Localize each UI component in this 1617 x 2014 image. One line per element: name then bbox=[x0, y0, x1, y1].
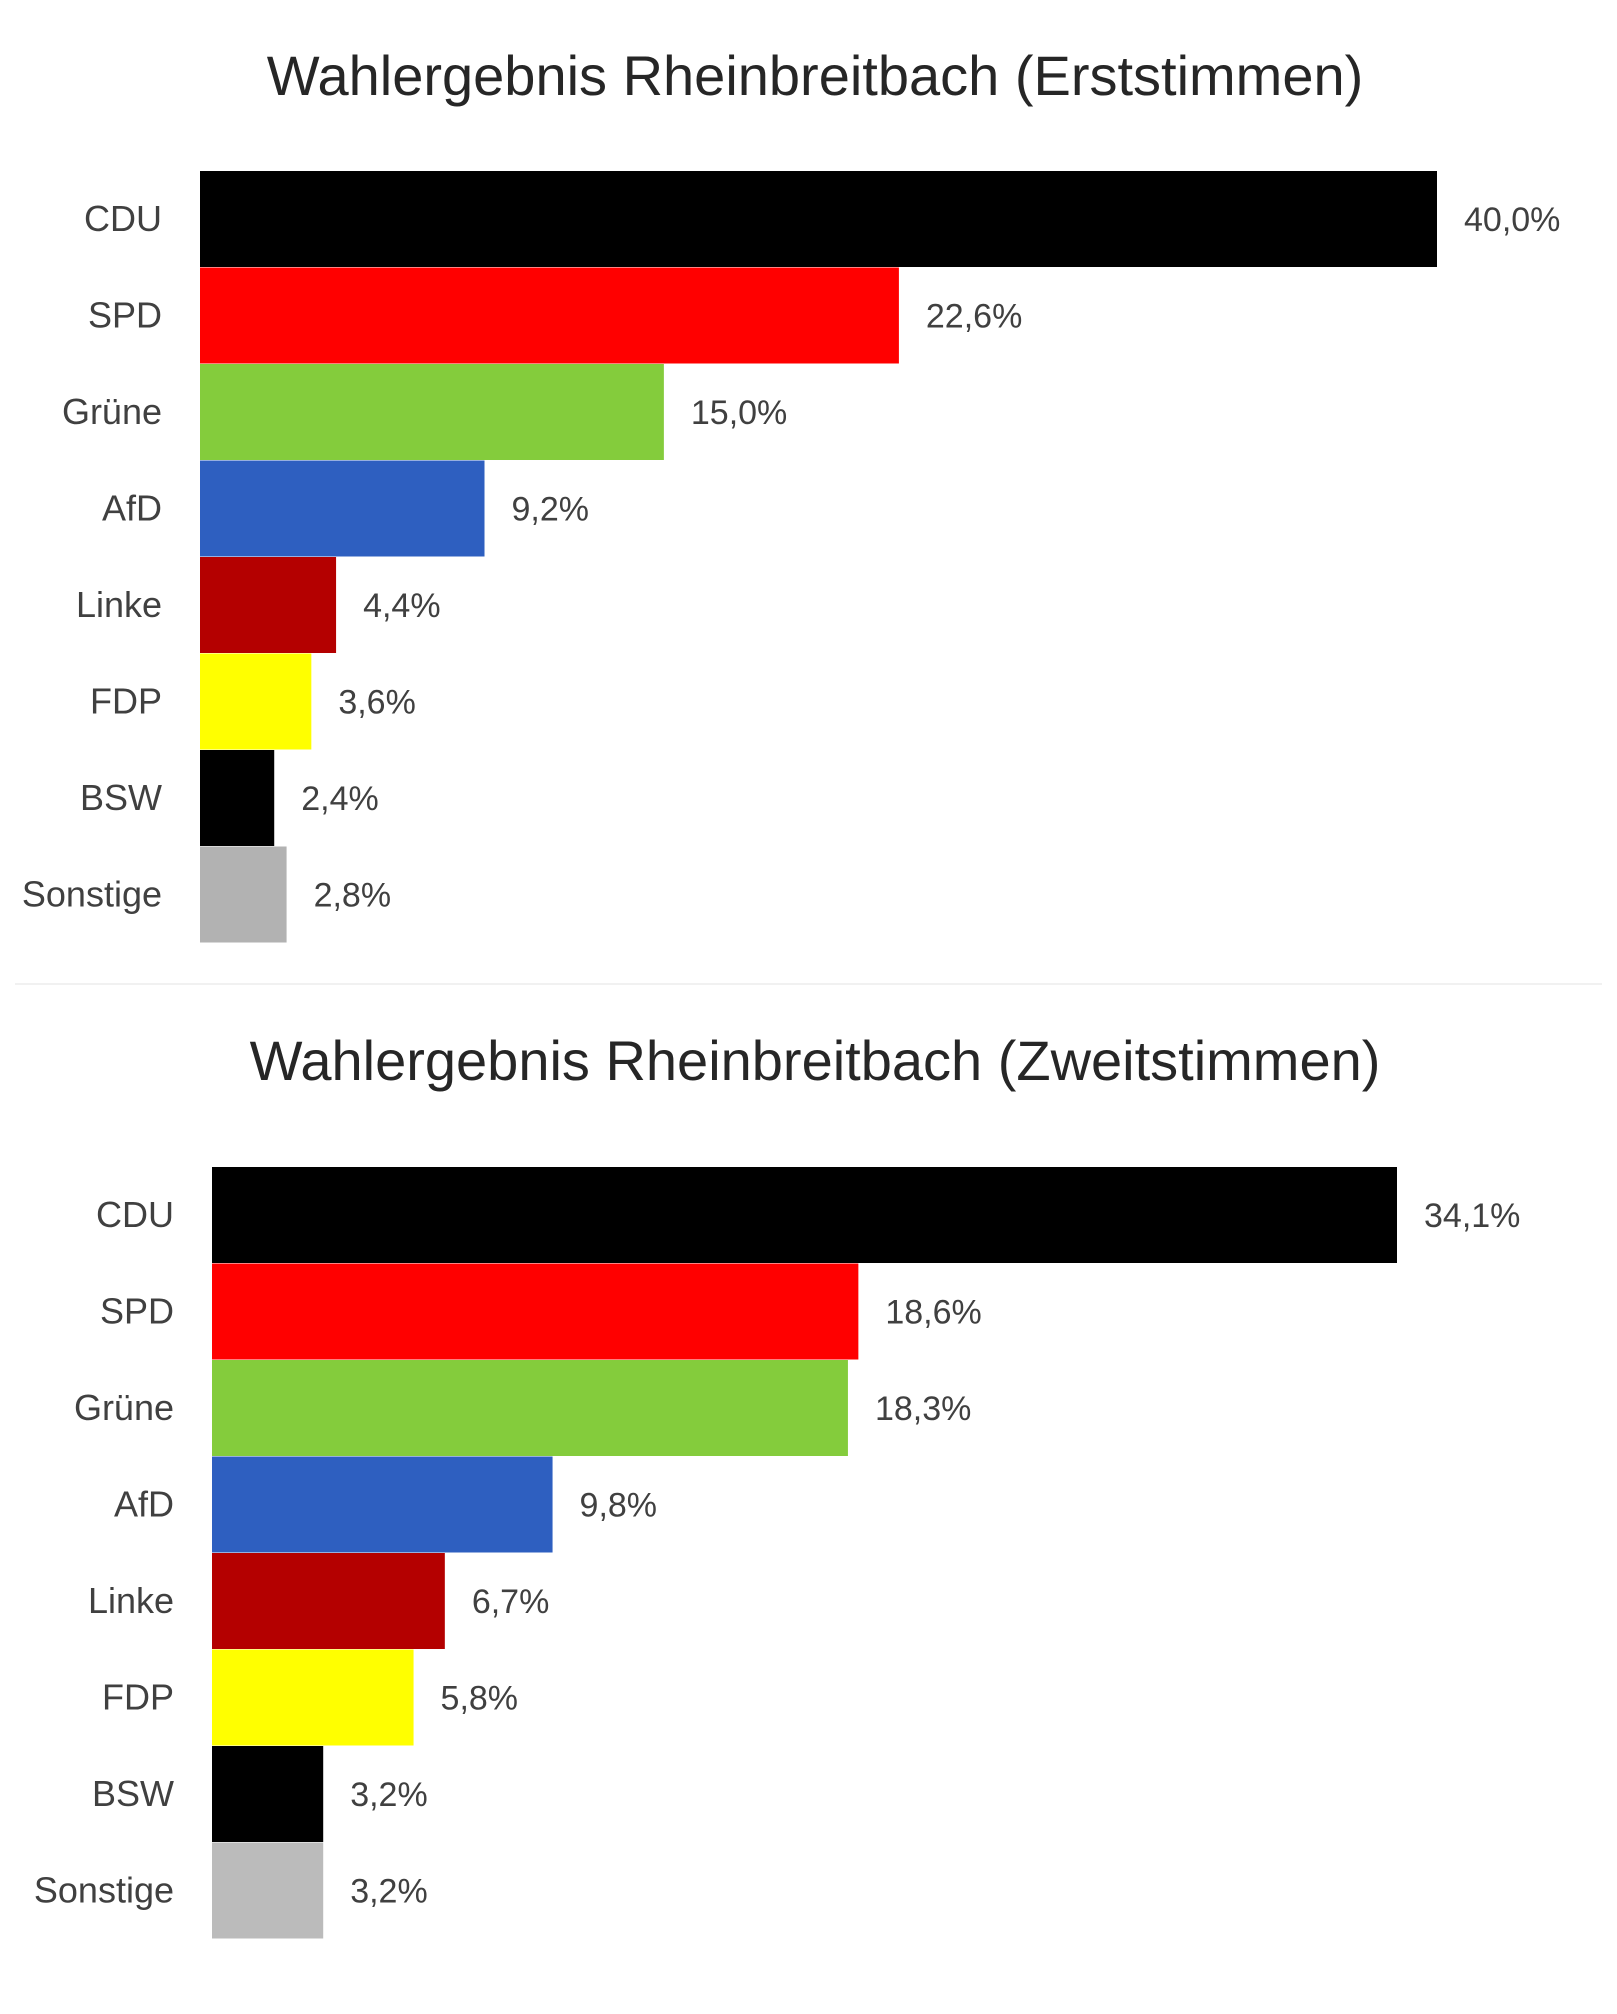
data-label: 2,8% bbox=[314, 877, 392, 915]
category-label: CDU bbox=[96, 1194, 174, 1235]
category-label: AfD bbox=[114, 1484, 174, 1525]
chart-title: Wahlergebnis Rheinbreitbach (Zweitstimme… bbox=[250, 1029, 1381, 1092]
chart-zweitstimmen: Wahlergebnis Rheinbreitbach (Zweitstimme… bbox=[0, 990, 1617, 2009]
chart-erststimmen: Wahlergebnis Rheinbreitbach (Erststimmen… bbox=[0, 0, 1617, 985]
data-label: 3,2% bbox=[350, 1873, 428, 1911]
data-label: 2,4% bbox=[301, 780, 379, 818]
data-label: 9,8% bbox=[580, 1487, 658, 1525]
bar-spd bbox=[200, 267, 899, 364]
data-label: 40,0% bbox=[1464, 201, 1560, 239]
category-label: Sonstige bbox=[22, 874, 162, 915]
data-label: 6,7% bbox=[472, 1583, 550, 1621]
category-label: SPD bbox=[88, 295, 162, 336]
divider bbox=[15, 983, 1602, 985]
category-label: Sonstige bbox=[34, 1870, 174, 1911]
bar-linke bbox=[212, 1553, 445, 1649]
category-label: CDU bbox=[84, 198, 162, 239]
category-label: SPD bbox=[100, 1291, 174, 1332]
category-label: BSW bbox=[80, 777, 162, 818]
data-label: 4,4% bbox=[363, 587, 441, 625]
category-label: Grüne bbox=[74, 1387, 174, 1428]
bar-afd bbox=[212, 1456, 553, 1553]
data-label: 15,0% bbox=[691, 394, 787, 432]
category-label: FDP bbox=[90, 681, 162, 722]
category-label: FDP bbox=[102, 1677, 174, 1718]
category-label: BSW bbox=[92, 1773, 174, 1814]
data-label: 34,1% bbox=[1424, 1197, 1520, 1235]
bar-linke bbox=[200, 557, 337, 653]
bar-bsw bbox=[212, 1746, 324, 1842]
data-label: 9,2% bbox=[512, 491, 590, 529]
chart-title: Wahlergebnis Rheinbreitbach (Erststimmen… bbox=[267, 44, 1364, 107]
category-label: Linke bbox=[76, 584, 162, 625]
data-label: 18,6% bbox=[885, 1294, 981, 1332]
bar-afd bbox=[200, 460, 485, 557]
bar-fdp bbox=[212, 1649, 414, 1746]
bar-sonstige bbox=[200, 846, 287, 943]
bar-chart-erststimmen: Wahlergebnis Rheinbreitbach (Erststimmen… bbox=[22, 44, 1560, 943]
bar-cdu bbox=[212, 1167, 1397, 1263]
bar-gr-ne bbox=[212, 1360, 848, 1456]
data-label: 22,6% bbox=[926, 298, 1022, 336]
category-label: Linke bbox=[88, 1580, 174, 1621]
bar-bsw bbox=[200, 750, 275, 846]
data-label: 3,6% bbox=[338, 684, 416, 722]
bar-chart-zweitstimmen: Wahlergebnis Rheinbreitbach (Zweitstimme… bbox=[34, 1029, 1520, 1939]
category-label: Grüne bbox=[62, 391, 162, 432]
category-label: AfD bbox=[102, 488, 162, 529]
data-label: 3,2% bbox=[350, 1776, 428, 1814]
bar-gr-ne bbox=[200, 364, 664, 460]
data-label: 18,3% bbox=[875, 1390, 971, 1428]
bar-spd bbox=[212, 1263, 859, 1360]
bar-sonstige bbox=[212, 1842, 324, 1939]
bar-cdu bbox=[200, 171, 1437, 267]
data-label: 5,8% bbox=[441, 1680, 519, 1718]
bar-fdp bbox=[200, 653, 312, 750]
